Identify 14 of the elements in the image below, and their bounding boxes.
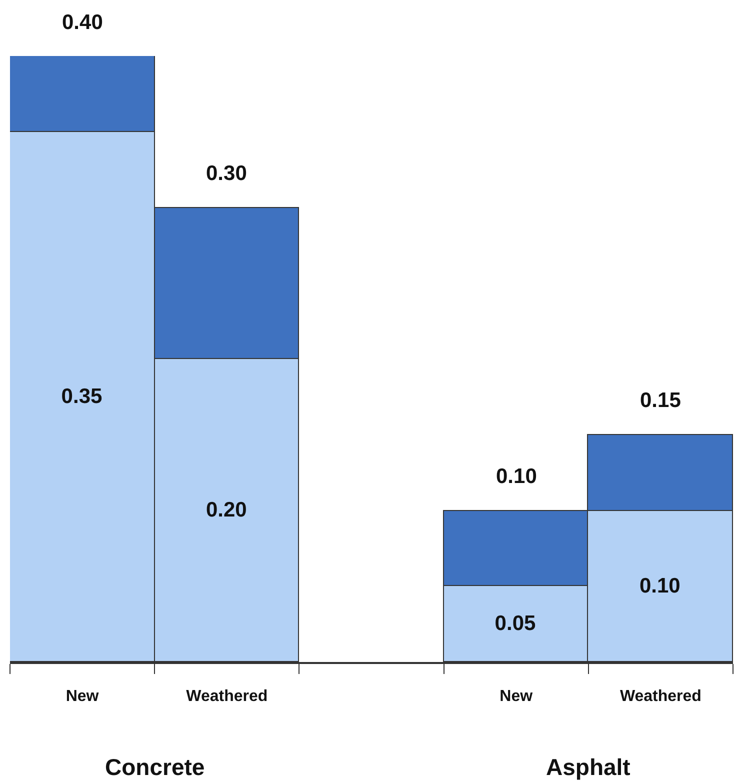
x-tick-label: New — [500, 688, 534, 705]
total-label: 0.40 — [62, 11, 103, 34]
data-label: 0.20 — [206, 498, 247, 522]
total-label: 0.30 — [206, 162, 247, 185]
x-tick-label: Weathered — [620, 688, 702, 705]
text: Concrete — [105, 754, 205, 780]
data-label: 0.10 — [639, 574, 680, 598]
total-label: 0.10 — [496, 465, 537, 488]
x-tick-label: New — [66, 688, 100, 705]
data-label: 0.05 — [494, 612, 536, 635]
total-label: 0.15 — [640, 389, 682, 412]
x-tick-label: Weathered — [186, 688, 268, 705]
text: Asphalt — [546, 754, 631, 780]
data-label: 0.35 — [61, 384, 102, 408]
